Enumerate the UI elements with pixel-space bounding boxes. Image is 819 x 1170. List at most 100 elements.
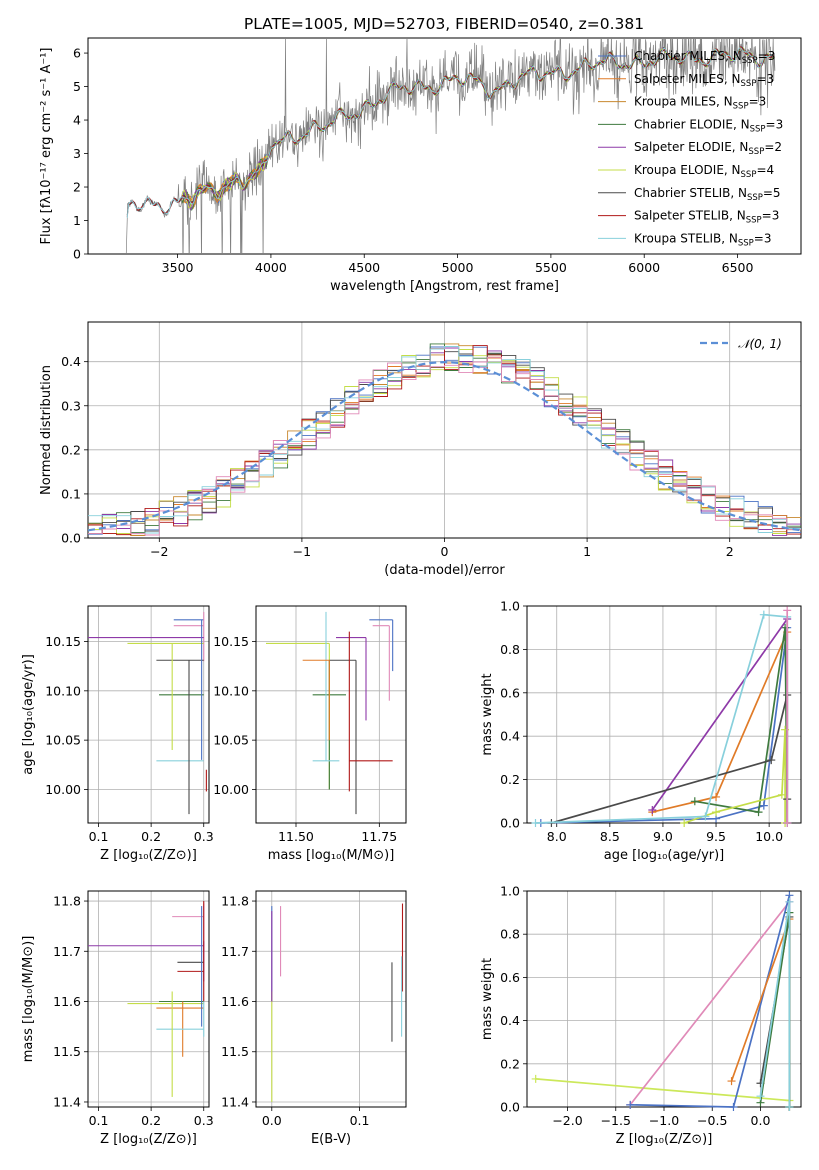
y-tick-label: 0.0 xyxy=(500,1100,520,1115)
y-tick-label: 10.10 xyxy=(213,683,249,698)
x-tick-label: 0.1 xyxy=(89,829,109,844)
x-tick-label: 10.0 xyxy=(755,829,783,844)
y-tick-label: 0.2 xyxy=(500,772,520,787)
histogram-salpeter-stelib xyxy=(88,345,801,536)
y-tick-label: 10.05 xyxy=(213,733,249,748)
y-tick-label: 1.0 xyxy=(500,884,520,899)
x-axis-label: wavelength [Angstrom, rest frame] xyxy=(330,279,559,294)
y-tick-label: 1.0 xyxy=(500,599,520,614)
x-tick-label: 0.0 xyxy=(751,1113,771,1128)
x-tick-label: 0.0 xyxy=(262,1113,282,1128)
legend-entry: Kroupa MILES, NSSP=3 xyxy=(634,95,766,112)
legend-entry: Salpeter STELIB, NSSP=3 xyxy=(634,209,779,226)
weight-marker xyxy=(756,1092,765,1101)
x-tick-label: −0.5 xyxy=(697,1113,727,1128)
legend-entry: Chabrier MILES, NSSP=3 xyxy=(634,49,775,66)
y-tick-label: 0.6 xyxy=(500,970,520,985)
weight-marker xyxy=(712,808,721,817)
y-tick-label: 1 xyxy=(73,213,81,228)
y-tick-label: 4 xyxy=(73,113,81,128)
axes-frame xyxy=(87,37,802,255)
x-tick-label: 2 xyxy=(726,544,734,559)
x-tick-label: 5500 xyxy=(535,260,567,275)
axes-frame xyxy=(526,890,802,1108)
axes-frame xyxy=(526,605,802,824)
legend-entry: 𝒩(0, 1) xyxy=(738,337,782,351)
x-tick-label: 8.0 xyxy=(547,829,567,844)
y-tick-label: 10.00 xyxy=(213,782,249,797)
axes-frame xyxy=(255,605,407,824)
y-tick-label: 10.10 xyxy=(45,683,81,698)
y-tick-label: 0.8 xyxy=(500,642,520,657)
y-axis-label: Flux [fλ10⁻¹⁷ erg cm⁻² s⁻¹ A⁻¹] xyxy=(39,48,54,245)
x-tick-label: 0 xyxy=(441,544,449,559)
y-tick-label: 0.3 xyxy=(61,398,81,413)
spectrum-legend: Chabrier MILES, NSSP=3 Salpeter MILES, NS… xyxy=(598,49,783,248)
weights-weight_vs_Z xyxy=(531,891,794,1111)
x-tick-label: 0.2 xyxy=(141,1113,161,1128)
model-spectrum-kroupa-stelib xyxy=(126,47,774,218)
x-tick-label: −2 xyxy=(150,544,168,559)
weight-marker xyxy=(777,790,786,799)
weight-line xyxy=(535,1078,791,1107)
axes-age_vs_Z: 0.1 0.2 0.3 10.00 10.05 10.10 10.15 Z [log₁₀(Z/… xyxy=(21,605,214,863)
y-tick-label: 11.8 xyxy=(53,894,81,909)
y-tick-label: 10.15 xyxy=(45,634,81,649)
y-tick-label: 11.5 xyxy=(221,1044,249,1059)
x-tick-label: 9.5 xyxy=(706,829,726,844)
weight-line xyxy=(629,899,791,1107)
axes-frame xyxy=(87,605,210,824)
y-tick-label: 0.2 xyxy=(61,442,81,457)
y-tick-label: 0.4 xyxy=(61,354,81,369)
figure-plots: 3500 4000 4500 5000 5500 6000 6500 0 1 2 3 4 5 6 wavel… xyxy=(21,37,802,1147)
x-tick-label: 4500 xyxy=(348,260,380,275)
legend-entry: Kroupa STELIB, NSSP=3 xyxy=(634,231,772,248)
errorbars-mass_vs_EBV xyxy=(271,903,404,1102)
axes-frame xyxy=(255,890,407,1108)
errorbars-age_vs_Z xyxy=(88,611,207,815)
errorbars-mass_vs_Z xyxy=(88,901,205,1097)
axes-mass_vs_EBV: 0.0 0.1 11.4 11.5 11.6 11.7 11.8 E(B-V) xyxy=(221,890,407,1147)
y-tick-label: 11.6 xyxy=(221,994,249,1009)
legend-entry: Salpeter ELODIE, NSSP=2 xyxy=(634,140,782,157)
weight-marker xyxy=(754,808,763,817)
weight-marker xyxy=(531,1074,540,1083)
y-tick-label: 0.0 xyxy=(61,531,81,546)
weight-marker xyxy=(767,756,776,765)
x-axis-label: E(B-V) xyxy=(311,1132,351,1147)
legend-entry: Chabrier ELODIE, NSSP=3 xyxy=(634,117,783,134)
y-tick-label: 2 xyxy=(73,180,81,195)
weight-marker xyxy=(727,1077,736,1086)
weights-weight_vs_age xyxy=(531,606,792,827)
weight-line xyxy=(759,912,791,1107)
x-tick-label: −2.0 xyxy=(552,1113,582,1128)
y-tick-label: 0.2 xyxy=(500,1056,520,1071)
y-tick-label: 11.4 xyxy=(221,1094,249,1109)
y-tick-label: 0.8 xyxy=(500,927,520,942)
weight-marker xyxy=(783,606,792,615)
y-tick-label: 0.4 xyxy=(500,729,520,744)
y-axis-label: age [log₁₀(age/yr)] xyxy=(21,654,36,775)
figure-title: PLATE=1005, MJD=52703, FIBERID=0540, z=0… xyxy=(244,15,644,33)
y-tick-label: 3 xyxy=(73,146,81,161)
normal-curve xyxy=(88,360,801,532)
y-axis-label: Normed distribution xyxy=(39,365,54,495)
weight-marker xyxy=(648,805,657,814)
y-tick-label: 10.15 xyxy=(213,634,249,649)
x-tick-label: 0.1 xyxy=(350,1113,370,1128)
y-tick-label: 11.8 xyxy=(221,894,249,909)
weight-marker xyxy=(680,819,689,827)
weight-line xyxy=(652,631,789,823)
x-tick-label: 9.0 xyxy=(653,829,673,844)
y-tick-label: 11.7 xyxy=(221,944,249,959)
weight-marker xyxy=(701,812,710,821)
weight-marker xyxy=(785,1103,794,1111)
y-tick-label: 10.05 xyxy=(45,733,81,748)
weight-marker xyxy=(783,819,792,827)
x-tick-label: 11.75 xyxy=(361,829,397,844)
weight-marker xyxy=(759,610,768,619)
axes-spectrum: 3500 4000 4500 5000 5500 6000 6500 0 1 2 3 4 5 6 wavel… xyxy=(39,37,802,294)
y-axis-label: mass weight xyxy=(480,673,495,755)
spectrum-lines xyxy=(125,38,776,254)
